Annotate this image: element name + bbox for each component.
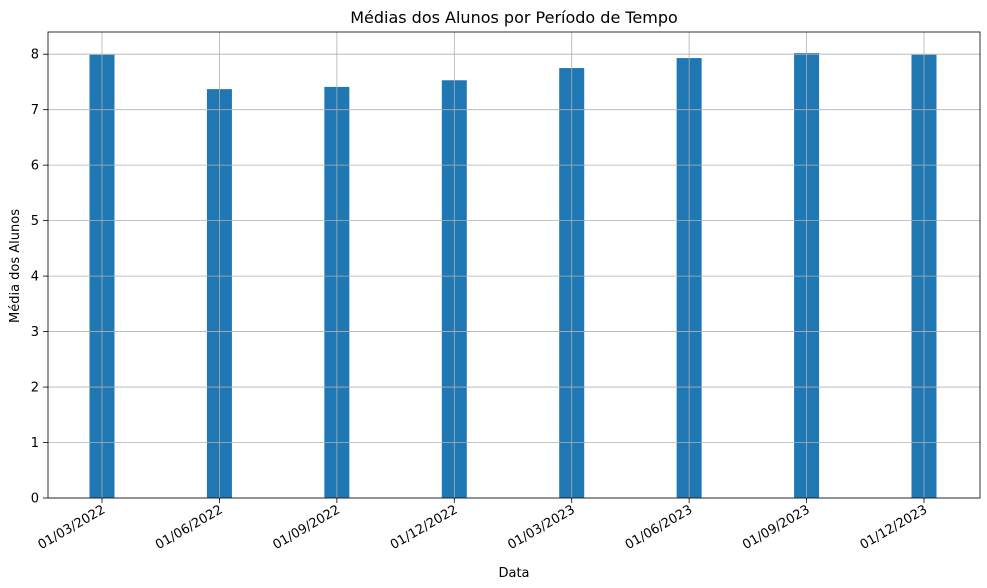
y-tick-label: 4 — [31, 270, 39, 285]
grid-lines — [48, 32, 980, 499]
y-tick-label: 1 — [31, 436, 39, 451]
y-tick-label: 3 — [31, 325, 39, 340]
y-tick-label: 7 — [31, 103, 39, 118]
x-tick-label: 01/06/2023 — [623, 502, 695, 552]
y-tick-label: 2 — [31, 381, 39, 396]
x-tick-label: 01/09/2023 — [740, 502, 812, 552]
bars — [89, 53, 937, 499]
y-tick-label: 5 — [31, 214, 39, 229]
x-tick-label: 01/03/2022 — [36, 502, 108, 552]
y-tick-label: 0 — [31, 492, 39, 507]
plot-frame — [47, 31, 981, 499]
y-axis-ticks: 0 1 2 3 4 5 6 7 8 — [31, 48, 48, 507]
y-tick-label: 6 — [31, 159, 39, 174]
chart-title: Médias dos Alunos por Período de Tempo — [350, 8, 678, 27]
x-axis-ticks: 01/03/2022 01/06/2022 01/09/2022 01/12/2022… — [36, 498, 930, 553]
x-tick-label: 01/12/2022 — [388, 502, 460, 552]
x-tick-label: 01/09/2022 — [270, 502, 342, 552]
x-tick-label: 01/03/2023 — [505, 502, 577, 552]
y-axis-label: Média dos Alunos — [8, 209, 23, 323]
x-tick-label: 01/12/2023 — [858, 502, 930, 552]
x-axis-label: Data — [498, 566, 529, 581]
y-tick-label: 8 — [31, 48, 39, 63]
x-tick-label: 01/06/2022 — [153, 502, 225, 552]
